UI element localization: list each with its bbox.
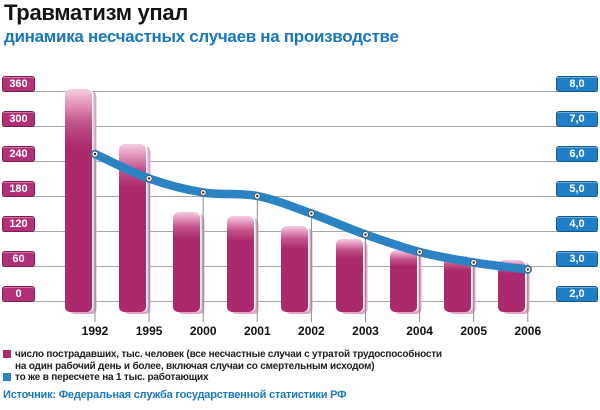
right-axis-tick: 2,0 <box>556 286 598 302</box>
data-point-marker-2006 <box>524 266 532 273</box>
data-point-center-2006 <box>526 268 529 271</box>
bar-1992 <box>65 89 92 312</box>
legend-item-0: число пострадавших, тыс. человек (все не… <box>3 349 442 372</box>
page-subtitle: динамика несчастных случаев на производс… <box>4 27 399 46</box>
x-axis-label-2000: 2000 <box>189 324 217 338</box>
legend-swatch-icon <box>3 373 11 381</box>
data-point-marker-1992 <box>91 150 99 158</box>
data-point-center-2005 <box>472 261 475 264</box>
left-axis-tick: 360 <box>2 76 35 92</box>
x-axis-label-2005: 2005 <box>460 324 488 338</box>
source-text: Источник: Федеральная служба государстве… <box>3 389 347 401</box>
data-point-marker-2004 <box>416 248 424 256</box>
left-axis-tick: 0 <box>2 286 35 302</box>
gridline <box>2 91 598 92</box>
page-title: Травматизм упал <box>4 0 189 25</box>
data-point-marker-2005 <box>470 259 478 266</box>
left-axis-tick: 60 <box>2 251 35 267</box>
data-point-center-2003 <box>364 233 367 236</box>
legend-item-label: число пострадавших, тыс. человек (все не… <box>15 349 442 372</box>
bar-2006 <box>497 259 525 312</box>
bar-2004 <box>389 249 417 312</box>
x-axis-label-2003: 2003 <box>352 324 379 338</box>
data-point-center-2004 <box>418 250 421 254</box>
legend: число пострадавших, тыс. человек (все не… <box>3 349 442 384</box>
left-axis-tick: 180 <box>2 181 35 197</box>
x-axis-label-2002: 2002 <box>298 324 325 338</box>
bar-2001 <box>227 216 255 312</box>
x-axis-label-2001: 2001 <box>243 324 271 338</box>
data-point-center-1995 <box>147 177 151 180</box>
data-point-marker-2003 <box>362 231 369 238</box>
x-axis-label-2006: 2006 <box>514 324 542 338</box>
data-point-center-2002 <box>310 212 313 215</box>
right-axis-tick: 3,0 <box>556 251 598 267</box>
bar-2003 <box>335 238 363 312</box>
left-axis-tick: 300 <box>2 111 35 127</box>
right-axis-tick: 5,0 <box>556 181 598 197</box>
gridline <box>2 126 598 127</box>
legend-item-1: то же в пересчете на 1 тыс. работающих <box>3 372 442 384</box>
bar-2002 <box>281 226 309 312</box>
legend-swatch-icon <box>3 350 11 358</box>
line-series <box>90 149 533 274</box>
right-axis-tick: 4,0 <box>556 216 598 232</box>
left-axis-tick: 120 <box>2 216 35 232</box>
bar-2000 <box>173 212 201 312</box>
data-point-marker-2000 <box>199 189 207 196</box>
right-axis-tick: 6,0 <box>556 146 598 162</box>
x-axis-label-1995: 1995 <box>135 324 163 338</box>
x-axis-label-2004: 2004 <box>406 324 433 338</box>
x-axis-label-1992: 1992 <box>81 324 109 338</box>
bar-2005 <box>443 255 471 312</box>
bar-1995 <box>119 143 147 312</box>
right-axis-tick: 7,0 <box>556 111 598 127</box>
data-point-marker-1995 <box>145 175 153 182</box>
left-axis-tick: 240 <box>2 146 35 162</box>
legend-item-label: то же в пересчете на 1 тыс. работающих <box>15 372 209 383</box>
data-point-center-2000 <box>202 191 205 194</box>
data-point-marker-2002 <box>307 210 315 217</box>
right-axis-tick: 8,0 <box>556 76 598 92</box>
data-point-center-1992 <box>93 152 97 156</box>
